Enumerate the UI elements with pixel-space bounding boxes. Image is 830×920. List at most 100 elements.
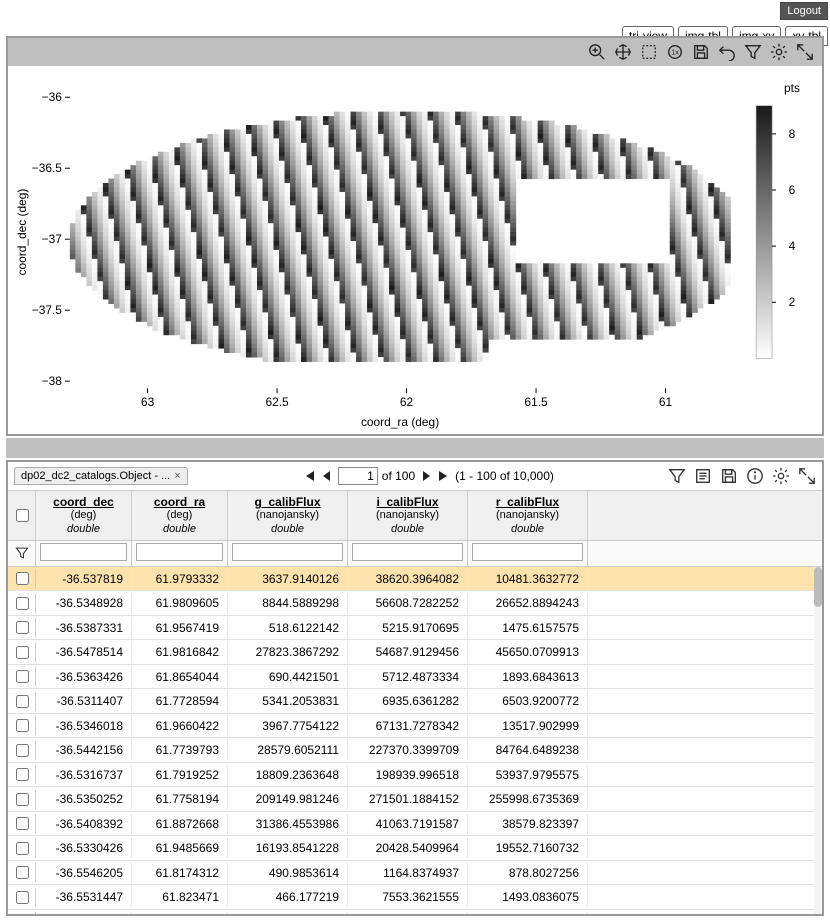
table-row[interactable]: -36.549607361.9468055601.41018113817.419… — [8, 910, 822, 914]
prev-page-icon[interactable] — [320, 469, 334, 483]
filter-input-coord_dec[interactable] — [40, 543, 127, 561]
row-checkbox[interactable] — [16, 670, 29, 683]
table-row[interactable]: -36.534892861.98096058844.588929856608.7… — [8, 591, 822, 616]
row-checkbox[interactable] — [16, 793, 29, 806]
filter-input-r_calibFlux[interactable] — [472, 543, 583, 561]
cell-r_calibFlux: 1893.6843613 — [468, 667, 588, 687]
row-checkbox[interactable] — [16, 866, 29, 879]
row-checkbox-cell[interactable] — [8, 765, 36, 784]
row-checkbox-cell[interactable] — [8, 594, 36, 613]
filter-icon[interactable] — [744, 43, 762, 61]
cell-i_calibFlux: 41063.7191587 — [348, 814, 468, 834]
column-header-coord_ra[interactable]: coord_ra(deg)double — [132, 491, 228, 540]
row-checkbox-cell[interactable] — [8, 814, 36, 833]
row-checkbox[interactable] — [16, 744, 29, 757]
row-checkbox[interactable] — [16, 646, 29, 659]
row-checkbox[interactable] — [16, 695, 29, 708]
pan-icon[interactable] — [614, 43, 632, 61]
cell-g_calibFlux: 27823.3867292 — [228, 642, 348, 662]
table-row[interactable]: -36.535025261.7758194209149.981246271501… — [8, 787, 822, 812]
table-row[interactable]: -36.544215661.773979328579.6052111227370… — [8, 738, 822, 763]
row-checkbox[interactable] — [16, 768, 29, 781]
row-checkbox[interactable] — [16, 817, 29, 830]
filter-input-g_calibFlux[interactable] — [232, 543, 343, 561]
select-box-icon[interactable] — [640, 43, 658, 61]
table-row[interactable]: -36.554620561.8174312490.98536141164.837… — [8, 861, 822, 886]
chart-plot-area[interactable]: 6362.56261.561−36−36.5−37−37.5−38coord_r… — [8, 66, 822, 434]
cell-r_calibFlux: 38579.823397 — [468, 814, 588, 834]
heatmap-svg: 6362.56261.561−36−36.5−37−37.5−38coord_r… — [8, 66, 822, 434]
first-page-icon[interactable] — [302, 469, 316, 483]
row-checkbox[interactable] — [16, 891, 29, 904]
table-row[interactable]: -36.531140761.77285945341.20538316935.63… — [8, 689, 822, 714]
cell-g_calibFlux: 518.6122142 — [228, 618, 348, 638]
page-input[interactable] — [338, 467, 378, 485]
zoom-reset-icon[interactable]: 1x — [666, 43, 684, 61]
select-all-cell[interactable] — [8, 491, 36, 540]
row-checkbox-cell[interactable] — [8, 741, 36, 760]
row-checkbox-cell[interactable] — [8, 618, 36, 637]
row-checkbox[interactable] — [16, 621, 29, 634]
save-icon[interactable] — [720, 467, 738, 485]
table-row[interactable]: -36.536342661.8654044690.44215015712.487… — [8, 665, 822, 690]
table-row[interactable]: -36.538733161.9567419518.61221425215.917… — [8, 616, 822, 641]
row-checkbox-cell[interactable] — [8, 643, 36, 662]
last-page-icon[interactable] — [437, 469, 451, 483]
close-icon[interactable]: × — [174, 470, 180, 482]
row-checkbox-cell[interactable] — [8, 839, 36, 858]
info-icon[interactable] — [746, 467, 764, 485]
undo-icon[interactable] — [718, 43, 736, 61]
next-page-icon[interactable] — [419, 469, 433, 483]
table-tab-chip[interactable]: dp02_dc2_catalogs.Object - ... × — [14, 467, 188, 485]
chart-toolbar: 1x — [8, 38, 822, 66]
table-row[interactable]: -36.53781961.97933323637.914012638620.39… — [8, 567, 822, 592]
table-row[interactable]: -36.540839261.887266831386.455398641063.… — [8, 812, 822, 837]
zoom-in-icon[interactable] — [588, 43, 606, 61]
page-range-label: (1 - 100 of 10,000) — [455, 469, 554, 483]
row-checkbox[interactable] — [16, 597, 29, 610]
cell-spacer — [588, 723, 822, 729]
expand-icon[interactable] — [798, 467, 816, 485]
row-checkbox[interactable] — [16, 572, 29, 585]
filter-indicator-cell[interactable] — [8, 541, 36, 566]
cell-coord_dec: -36.5546205 — [36, 863, 132, 883]
expand-icon[interactable] — [796, 43, 814, 61]
cell-i_calibFlux: 20428.5409964 — [348, 838, 468, 858]
column-header-r_calibFlux[interactable]: r_calibFlux(nanojansky)double — [468, 491, 588, 540]
column-header-g_calibFlux[interactable]: g_calibFlux(nanojansky)double — [228, 491, 348, 540]
table-row[interactable]: -36.534601861.96604223967.775412267131.7… — [8, 714, 822, 739]
pager: of 100 (1 - 100 of 10,000) — [194, 467, 662, 485]
scrollbar-thumb[interactable] — [814, 567, 822, 607]
row-checkbox[interactable] — [16, 719, 29, 732]
table-row[interactable]: -36.547851461.981684227823.386729254687.… — [8, 640, 822, 665]
row-checkbox[interactable] — [16, 842, 29, 855]
column-header-coord_dec[interactable]: coord_dec(deg)double — [36, 491, 132, 540]
settings-icon[interactable] — [770, 43, 788, 61]
filter-input-coord_ra[interactable] — [136, 543, 223, 561]
row-checkbox-cell[interactable] — [8, 569, 36, 588]
save-icon[interactable] — [692, 43, 710, 61]
logout-button[interactable]: Logout — [780, 2, 828, 20]
row-checkbox-cell[interactable] — [8, 790, 36, 809]
row-checkbox-cell[interactable] — [8, 912, 36, 914]
column-header-spacer — [588, 491, 822, 540]
filter-icon[interactable] — [668, 467, 686, 485]
row-checkbox-cell[interactable] — [8, 863, 36, 882]
table-row[interactable]: -36.533042661.948566916193.854122820428.… — [8, 836, 822, 861]
cell-g_calibFlux: 3637.9140126 — [228, 569, 348, 589]
row-checkbox-cell[interactable] — [8, 692, 36, 711]
filter-input-i_calibFlux[interactable] — [352, 543, 463, 561]
cell-coord_ra: 61.9660422 — [132, 716, 228, 736]
select-all-checkbox[interactable] — [16, 509, 29, 522]
cell-coord_dec: -36.5348928 — [36, 593, 132, 613]
text-view-icon[interactable] — [694, 467, 712, 485]
panel-divider[interactable] — [6, 438, 824, 458]
row-checkbox-cell[interactable] — [8, 667, 36, 686]
row-checkbox-cell[interactable] — [8, 888, 36, 907]
scrollbar-track[interactable] — [814, 567, 822, 914]
table-row[interactable]: -36.553144761.823471466.1772197553.36215… — [8, 885, 822, 910]
settings-icon[interactable] — [772, 467, 790, 485]
column-header-i_calibFlux[interactable]: i_calibFlux(nanojansky)double — [348, 491, 468, 540]
table-row[interactable]: -36.531673761.791925218809.2363648198939… — [8, 763, 822, 788]
row-checkbox-cell[interactable] — [8, 716, 36, 735]
